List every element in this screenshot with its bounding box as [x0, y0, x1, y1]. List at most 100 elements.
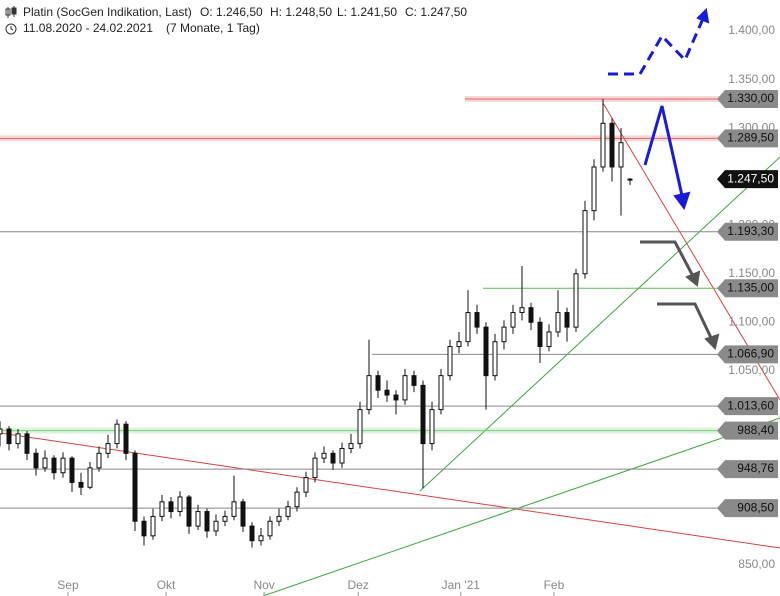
candle-body [285, 506, 291, 517]
candle-body [402, 375, 408, 401]
level-label-bg [717, 129, 778, 148]
candle-body [24, 433, 30, 454]
candle-body [510, 312, 516, 328]
candle-body [51, 457, 57, 474]
x-tick-label: Okt [157, 578, 176, 592]
candle-body [222, 515, 228, 522]
arrow-head [685, 270, 701, 287]
y-tick-label: 1.100,00 [728, 314, 775, 328]
candle-body [600, 122, 606, 168]
level-label: 1.066,90 [727, 347, 774, 361]
candle-body [465, 312, 471, 343]
level-label-bg [717, 460, 778, 479]
y-tick-label: 1.150,00 [728, 266, 775, 280]
candle-body [519, 307, 525, 314]
candle-body [537, 321, 543, 348]
level-label-bg [717, 345, 778, 364]
candle-body [168, 501, 174, 513]
level-label: 1.289,50 [727, 130, 774, 144]
arrow [643, 105, 685, 201]
candles [0, 99, 633, 548]
candle-body [276, 515, 282, 522]
candle-body [492, 341, 498, 377]
arrow-head [673, 191, 691, 211]
candle-body [249, 525, 255, 542]
clock-icon [5, 23, 17, 35]
candle-body [105, 443, 111, 454]
x-tick-label: Jan '21 [442, 578, 481, 592]
candle-body [546, 331, 552, 348]
candle-body [456, 341, 462, 348]
candle-body [357, 409, 363, 445]
candle-body [267, 520, 273, 537]
level-label: 1.135,00 [727, 280, 774, 294]
candle-body [564, 312, 570, 328]
candle-body [312, 457, 318, 479]
level-label: 1.193,30 [727, 224, 774, 238]
y-tick-label: 1.050,00 [728, 363, 775, 377]
x-tick-label: Feb [544, 578, 565, 592]
candle-body [474, 312, 480, 328]
trend-line [0, 432, 780, 549]
candle-body [366, 375, 372, 411]
y-tick-label: 1.400,00 [728, 23, 775, 37]
y-axis: 1.400,001.350,001.300,001.200,001.150,00… [728, 23, 775, 571]
x-axis: Sep Okt Nov Dez Jan '21 Feb [57, 578, 565, 596]
trend-line [262, 417, 780, 596]
candle-body [591, 166, 597, 212]
candle-body [114, 423, 120, 445]
candle-body [177, 496, 183, 513]
header: Platin (SocGen Indikation, Last) O: 1.24… [0, 0, 470, 38]
candle-body [609, 122, 615, 168]
x-tick-label: Nov [253, 578, 274, 592]
arrow [640, 240, 697, 281]
trend-line [419, 156, 780, 492]
candle-body [294, 491, 300, 508]
candle-body [627, 178, 633, 181]
level-label-bg [717, 499, 778, 518]
candle-body [555, 312, 561, 333]
candle-body [69, 457, 75, 483]
candle-body [96, 452, 102, 469]
x-tick-label: Sep [57, 578, 79, 592]
last-price-label: 1.247,50 [727, 171, 774, 185]
candle-body [618, 142, 624, 168]
candle-body [528, 307, 534, 323]
trend-lines [0, 102, 780, 596]
y-tick-label: 850,00 [738, 557, 775, 571]
title: Platin (SocGen Indikation, Last) [23, 5, 192, 19]
candle-body [186, 496, 192, 527]
arrow-head [704, 333, 720, 350]
candle-body [420, 384, 426, 445]
candle-body [393, 394, 399, 401]
level-label-bg [717, 90, 778, 109]
candle-body [78, 481, 84, 488]
candle-body [15, 433, 21, 445]
candle-body [240, 501, 246, 527]
candle-body [42, 457, 48, 469]
level-label: 1.330,00 [727, 91, 774, 105]
x-tick-label: Dez [348, 578, 369, 592]
candle-body [411, 375, 417, 386]
level-label: 1.013,60 [727, 398, 774, 412]
candle-body [150, 515, 156, 537]
candle-body [33, 452, 39, 469]
close: C: 1.247,50 [405, 5, 467, 19]
level-label-bg [717, 397, 778, 416]
candle-body [141, 520, 147, 537]
period: (7 Monate, 1 Tag) [166, 21, 260, 35]
level-label-bg [717, 222, 778, 241]
last-price-label-bg [717, 170, 778, 189]
candle-body [258, 535, 264, 542]
candle-body [123, 423, 129, 454]
candle-body [501, 326, 507, 343]
candle-body [231, 501, 237, 517]
candle-body [330, 452, 336, 464]
level-label: 908,50 [737, 500, 774, 514]
candle-body [483, 326, 489, 377]
candle-body [429, 409, 435, 445]
level-label-bg [717, 421, 778, 440]
candle-body [6, 428, 12, 445]
low: L: 1.241,50 [337, 5, 397, 19]
candle-body [213, 520, 219, 532]
